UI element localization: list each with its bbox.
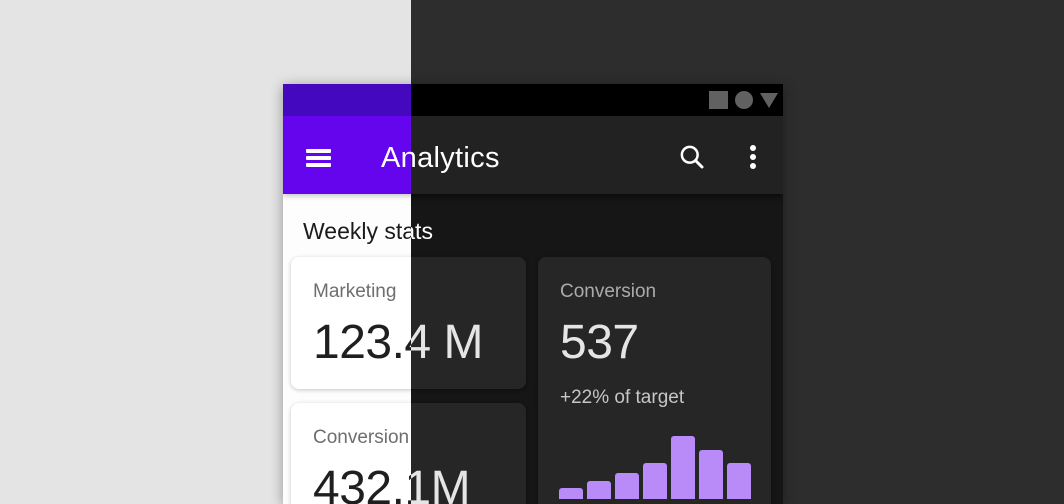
card-value: 123.4 M bbox=[313, 316, 483, 369]
page-title: Analytics bbox=[381, 142, 500, 174]
stat-card-marketing[interactable]: Marketing 123.4 M bbox=[411, 257, 526, 389]
conversion-bar-chart bbox=[559, 436, 751, 499]
circle-icon bbox=[735, 91, 753, 109]
card-label: Conversion bbox=[560, 281, 657, 302]
chart-bar bbox=[559, 488, 583, 499]
chart-bar bbox=[587, 481, 611, 499]
app-bar: Analytics bbox=[381, 116, 783, 194]
card-value: 432.1M bbox=[313, 462, 471, 504]
page-title: Analytics bbox=[381, 144, 411, 173]
section-heading: Weekly stats bbox=[303, 218, 433, 244]
chart-bar bbox=[671, 436, 695, 499]
stat-card-marketing[interactable]: Marketing 123.4 M bbox=[291, 257, 483, 389]
section-heading: Weekly stats bbox=[411, 220, 433, 243]
card-label: Conversion bbox=[313, 427, 410, 448]
chart-bar bbox=[727, 463, 751, 499]
card-value: 432.1M bbox=[411, 465, 471, 504]
overflow-menu-icon[interactable] bbox=[750, 145, 756, 169]
triangle-down-icon bbox=[760, 92, 778, 108]
hamburger-menu-icon[interactable] bbox=[306, 149, 331, 167]
stat-card-conversion-total[interactable]: Conversion 432.1M bbox=[411, 403, 526, 504]
phone-screen: Analytics Weekly stats Marketing 123.4 M… bbox=[381, 84, 783, 504]
chart-bar bbox=[643, 463, 667, 499]
stat-card-conversion-total[interactable]: Conversion 432.1M bbox=[291, 403, 471, 504]
card-subtext: +22% of target bbox=[560, 387, 685, 408]
app-bar: Analytics bbox=[283, 116, 411, 194]
search-icon[interactable] bbox=[677, 142, 707, 172]
card-value: 123.4 M bbox=[411, 319, 483, 367]
phone-screen: Analytics Weekly stats Marketing 123.4 M… bbox=[283, 84, 483, 504]
chart-bar bbox=[699, 450, 723, 499]
status-bar bbox=[283, 84, 411, 116]
square-icon bbox=[709, 91, 728, 109]
card-label: Marketing bbox=[313, 281, 397, 302]
chart-bar bbox=[615, 473, 639, 499]
card-value: 537 bbox=[560, 316, 639, 369]
stat-card-conversion-chart[interactable]: Conversion 537 +22% of target bbox=[538, 257, 771, 504]
status-bar bbox=[411, 84, 783, 116]
